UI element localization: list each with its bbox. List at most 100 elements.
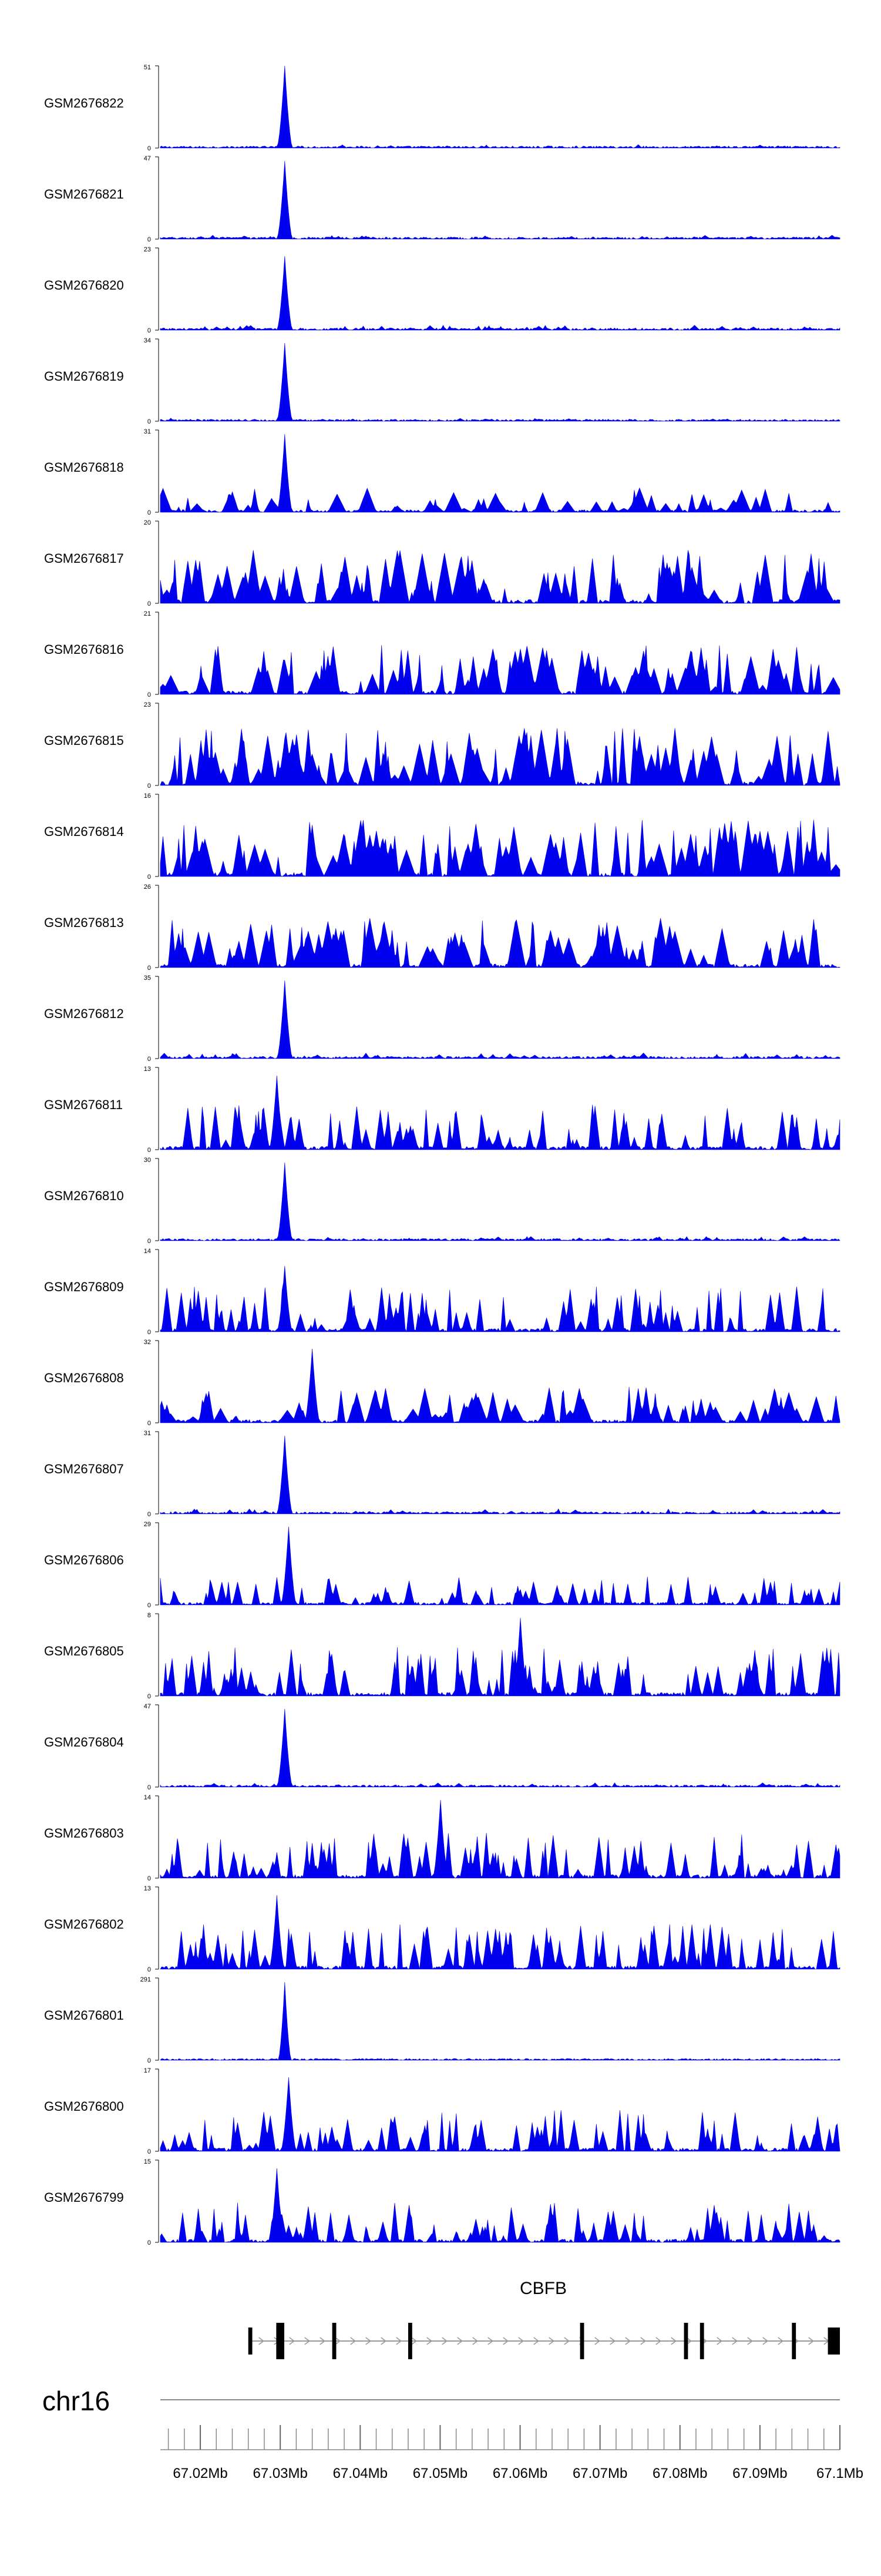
track-y-max-label: 29	[144, 1521, 151, 1528]
track-label: GSM2676802	[44, 1917, 124, 1932]
track-label: GSM2676812	[44, 1006, 124, 1021]
track-y-max-label: 32	[144, 1339, 151, 1346]
gene-model: CBFB	[248, 2279, 840, 2359]
track: GSM2676803 14 0	[44, 1794, 840, 1882]
track-y-min-label: 0	[147, 1966, 151, 1973]
track-y-max-label: 34	[144, 337, 151, 344]
track-label: GSM2676822	[44, 96, 124, 110]
coverage-area	[160, 645, 840, 695]
track-label: GSM2676813	[44, 915, 124, 930]
coverage-area	[160, 160, 840, 240]
coverage-area	[160, 1162, 840, 1241]
strand-arrow	[381, 2337, 387, 2345]
track: GSM2676810 30 0	[44, 1157, 840, 1245]
coverage-area	[160, 1981, 840, 2061]
coverage-area	[160, 820, 840, 877]
ruler-tick-label: 67.07Mb	[573, 2466, 627, 2481]
strand-arrow	[442, 2337, 448, 2345]
track-label: GSM2676818	[44, 460, 124, 475]
chromosome-label: chr16	[42, 2386, 110, 2416]
track-y-min-label: 0	[147, 1784, 151, 1791]
tracks-layer: GSM2676822510GSM2676821470GSM2676820230G…	[44, 64, 840, 2246]
track: GSM2676820 23 0	[44, 246, 840, 334]
strand-arrow	[778, 2337, 784, 2345]
track-y-min-label: 0	[147, 782, 151, 790]
track-y-min-label: 0	[147, 1147, 151, 1154]
track: GSM2676799 15 0	[44, 2158, 840, 2246]
ruler-tick-label: 67.06Mb	[493, 2466, 547, 2481]
strand-arrow	[640, 2337, 647, 2345]
track-label: GSM2676810	[44, 1188, 124, 1203]
strand-arrow	[655, 2337, 662, 2345]
coverage-area	[160, 256, 840, 331]
track: GSM2676815 23 0	[44, 701, 840, 790]
track-y-min-label: 0	[147, 2148, 151, 2155]
track-label: GSM2676816	[44, 642, 124, 657]
ruler-tick-label: 67.05Mb	[413, 2466, 468, 2481]
gene-exon	[332, 2323, 337, 2359]
track-label: GSM2676820	[44, 278, 124, 293]
track-label: GSM2676804	[44, 1735, 124, 1749]
strand-arrow	[549, 2337, 555, 2345]
track: GSM2676806 29 0	[44, 1521, 840, 1609]
track-label: GSM2676819	[44, 369, 124, 384]
track-y-max-label: 26	[144, 884, 151, 891]
strand-arrow	[686, 2337, 692, 2345]
coverage-area	[160, 1895, 840, 1970]
coverage-area	[160, 1617, 840, 1697]
gene-exon	[700, 2323, 704, 2359]
strand-arrow	[320, 2337, 326, 2345]
track-label: GSM2676809	[44, 1279, 124, 1294]
coverage-area	[160, 1708, 840, 1788]
ruler-tick-label: 67.1Mb	[816, 2466, 863, 2481]
track-y-min-label: 0	[147, 1693, 151, 1700]
coverage-area	[160, 980, 840, 1059]
track-label: GSM2676801	[44, 2008, 124, 2023]
track-y-max-label: 31	[144, 428, 151, 435]
track: GSM2676804 47 0	[44, 1703, 840, 1791]
track-y-max-label: 51	[144, 64, 151, 71]
genome-axis: chr16 67.02Mb 67.03Mb 67.04Mb 67.05Mb 67.06M…	[42, 2386, 863, 2481]
track-y-max-label: 23	[144, 701, 151, 708]
coverage-area	[160, 1435, 840, 1514]
strand-arrow	[457, 2337, 463, 2345]
track-y-min-label: 0	[147, 236, 151, 243]
gene-exon	[276, 2323, 284, 2359]
track: GSM2676811 13 0	[44, 1066, 840, 1154]
track-label: GSM2676808	[44, 1371, 124, 1385]
track-label: GSM2676814	[44, 824, 124, 839]
strand-arrow	[426, 2337, 433, 2345]
strand-arrow	[747, 2337, 754, 2345]
track-y-max-label: 8	[147, 1612, 151, 1619]
coverage-area	[160, 2168, 840, 2243]
coverage-area	[160, 1348, 840, 1423]
coverage-area	[160, 1075, 840, 1150]
strand-arrow	[335, 2337, 341, 2345]
track-label: GSM2676799	[44, 2190, 124, 2205]
track-y-min-label: 0	[147, 1420, 151, 1427]
gene-exon	[828, 2328, 840, 2355]
track-label: GSM2676821	[44, 187, 124, 201]
track-y-max-label: 14	[144, 1794, 151, 1801]
track-label: GSM2676817	[44, 551, 124, 566]
strand-arrow	[487, 2337, 494, 2345]
track-y-min-label: 0	[147, 600, 151, 607]
strand-arrow	[625, 2337, 631, 2345]
track: GSM2676808 32 0	[44, 1339, 840, 1427]
track-y-max-label: 17	[144, 2067, 151, 2074]
track-y-min-label: 0	[147, 1511, 151, 1518]
strand-arrow	[610, 2337, 616, 2345]
track: GSM2676801 291 0	[44, 1976, 840, 2064]
track-label: GSM2676807	[44, 1462, 124, 1476]
strand-arrow	[564, 2337, 570, 2345]
ruler-tick-label: 67.04Mb	[333, 2466, 388, 2481]
track: GSM2676807 31 0	[44, 1430, 840, 1518]
track-label: GSM2676800	[44, 2099, 124, 2114]
gene-exon	[408, 2323, 412, 2359]
strand-arrow	[518, 2337, 524, 2345]
strand-arrow	[808, 2337, 815, 2345]
track-label: GSM2676803	[44, 1826, 124, 1841]
track-y-max-label: 47	[144, 155, 151, 162]
